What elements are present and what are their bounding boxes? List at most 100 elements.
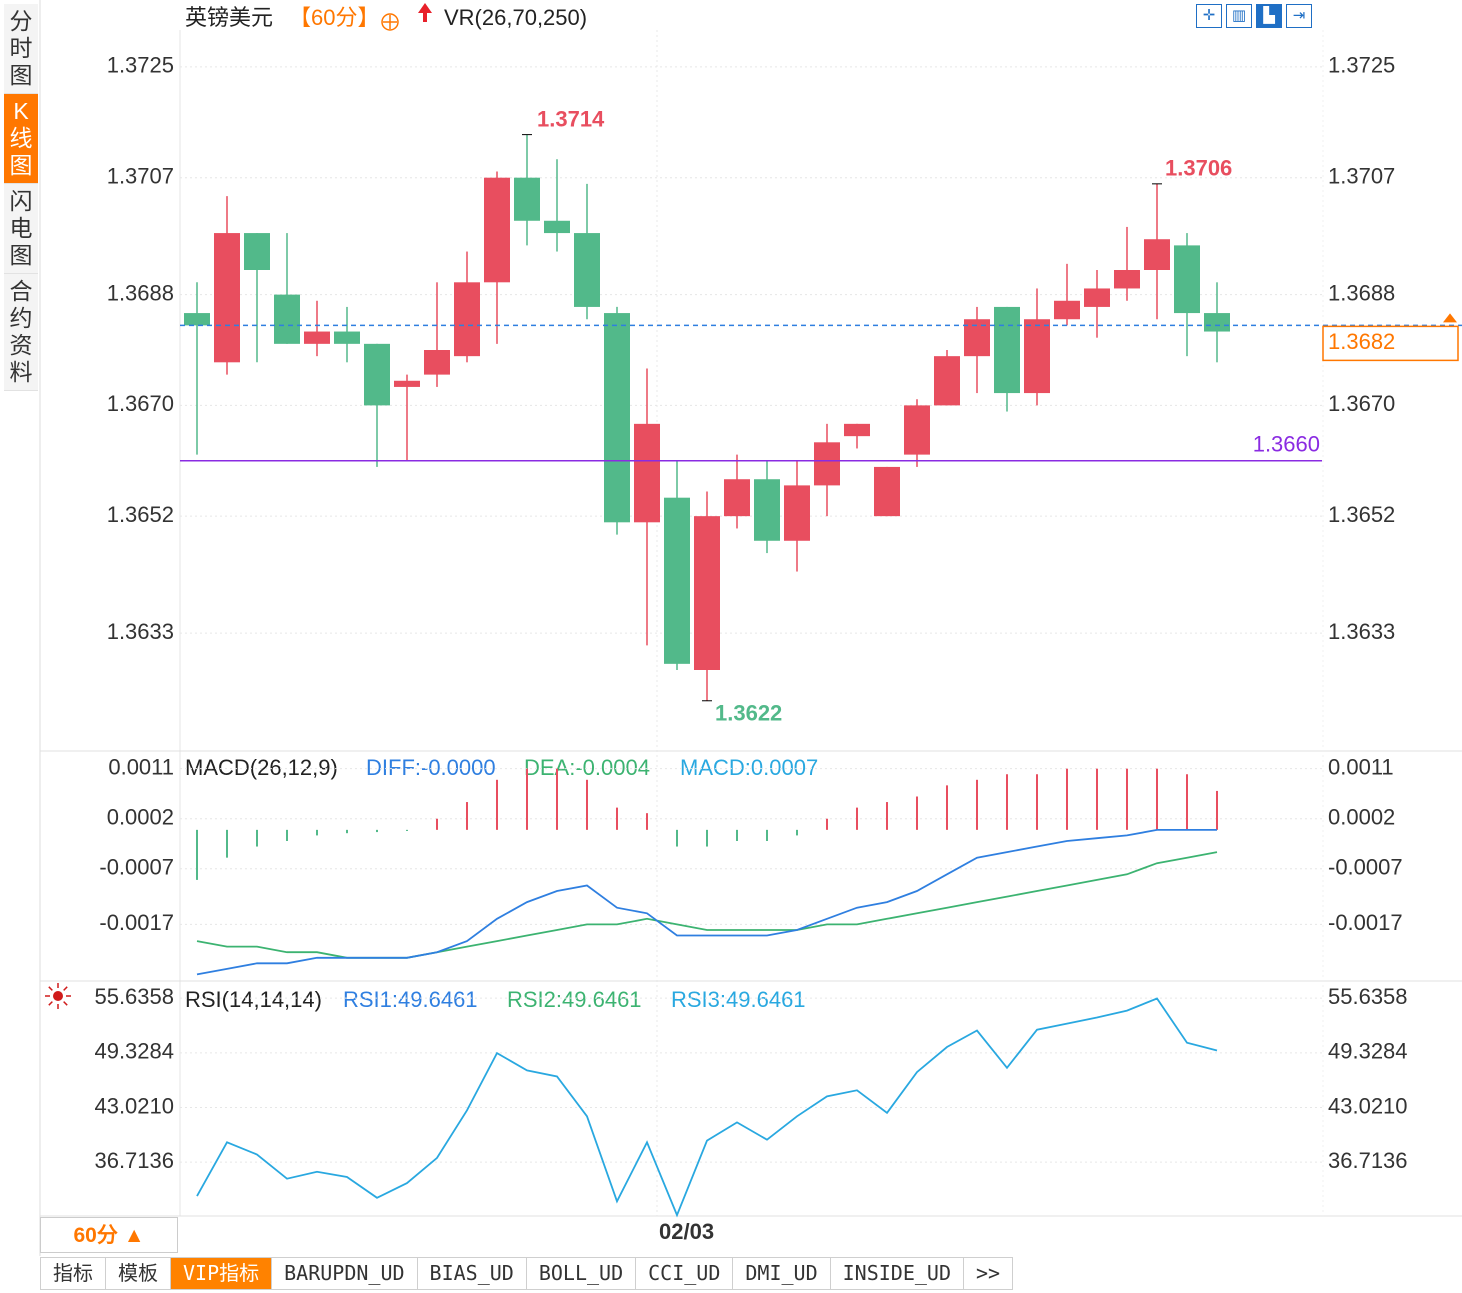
macd-label: MACD(26,12,9) — [185, 755, 338, 780]
macd-y-tick-right: 0.0002 — [1328, 805, 1395, 830]
tab-barupdn[interactable]: BARUPDN_UD — [272, 1257, 418, 1290]
candle — [994, 306, 1020, 412]
candle-body — [724, 479, 750, 517]
tab-inside[interactable]: INSIDE_UD — [830, 1257, 965, 1290]
candle-body — [574, 233, 600, 307]
candle — [514, 134, 540, 246]
candle-body — [874, 466, 900, 517]
candle-body — [784, 485, 810, 541]
candle — [304, 300, 330, 357]
candle — [604, 306, 630, 535]
candle-body — [1024, 319, 1050, 394]
candle-body — [1174, 245, 1200, 314]
header-symbol: 英镑美元 — [185, 5, 273, 30]
candle-body — [844, 423, 870, 437]
candle-body — [694, 516, 720, 670]
candle — [394, 374, 420, 461]
crosshair-icon[interactable]: ✛ — [1196, 4, 1222, 28]
add-indicator-icon — [381, 13, 399, 31]
tab-flash[interactable]: 闪电图 — [4, 184, 38, 274]
main-y-tick-left: 1.3725 — [107, 53, 174, 78]
sun-icon-ray — [48, 986, 53, 991]
high2-label: 1.3706 — [1165, 156, 1232, 181]
rsi-y-tick-left: 55.6358 — [94, 984, 174, 1009]
tab-contract-info[interactable]: 合约资料 — [4, 274, 38, 391]
rsi-y-tick-right: 43.0210 — [1328, 1093, 1408, 1118]
tab-vip-indicator[interactable]: VIP指标 — [171, 1257, 273, 1290]
tab-indicator[interactable]: 指标 — [40, 1257, 106, 1290]
candle — [214, 196, 240, 375]
macd-y-tick-left: -0.0017 — [99, 910, 174, 935]
macd-dea-label: DEA:-0.0004 — [524, 755, 650, 780]
rsi2-label: RSI2:49.6461 — [507, 987, 642, 1012]
candle — [844, 423, 870, 449]
indicator-tab-bar: 指标 模板 VIP指标 BARUPDN_UD BIAS_UD BOLL_UD C… — [40, 1257, 1014, 1290]
candle — [454, 251, 480, 363]
main-y-tick-right: 1.3688 — [1328, 280, 1395, 305]
tab-template[interactable]: 模板 — [106, 1257, 171, 1290]
candle — [274, 233, 300, 344]
candle-body — [934, 356, 960, 406]
main-y-tick-right: 1.3725 — [1328, 53, 1395, 78]
chart-toolbar: ✛ ▥ ▙ ⇥ — [1196, 4, 1312, 28]
rsi-y-tick-right: 36.7136 — [1328, 1148, 1408, 1173]
tab-boll[interactable]: BOLL_UD — [526, 1257, 637, 1290]
tab-timeshare[interactable]: 分时图 — [4, 4, 38, 94]
macd-y-tick-left: -0.0007 — [99, 855, 174, 880]
candle-body — [814, 442, 840, 486]
diff-line — [196, 829, 1217, 976]
candle — [244, 233, 270, 363]
tab-more[interactable]: >> — [964, 1257, 1014, 1290]
main-y-tick-left: 1.3707 — [107, 164, 174, 189]
main-y-tick-right: 1.3670 — [1328, 391, 1395, 416]
price-alert-icon — [1443, 313, 1457, 323]
candle — [934, 350, 960, 406]
candle-body — [1054, 300, 1080, 320]
candle — [574, 183, 600, 320]
candle-body — [334, 331, 360, 344]
arrow-right-icon[interactable]: ⇥ — [1286, 4, 1312, 28]
candle-body — [514, 177, 540, 221]
macd-y-tick-left: 0.0002 — [107, 805, 174, 830]
period-selector[interactable]: 60分 ▲ — [40, 1217, 178, 1253]
candle-body — [664, 497, 690, 664]
sun-icon-ray — [48, 1001, 53, 1006]
tab-bias[interactable]: BIAS_UD — [417, 1257, 527, 1290]
candle-body — [754, 479, 780, 541]
main-y-tick-left: 1.3652 — [107, 502, 174, 527]
bar-chart-filled-icon[interactable]: ▙ — [1256, 4, 1282, 28]
rsi-y-tick-left: 49.3284 — [94, 1039, 174, 1064]
candle — [694, 491, 720, 701]
candle-body — [304, 331, 330, 344]
high-label: 1.3714 — [537, 106, 605, 131]
macd-y-tick-right: 0.0011 — [1328, 754, 1394, 779]
candle — [784, 460, 810, 572]
rsi3-label: RSI3:49.6461 — [671, 987, 806, 1012]
candle — [484, 171, 510, 344]
candle — [1144, 183, 1170, 320]
tab-cci[interactable]: CCI_UD — [636, 1257, 734, 1290]
candle — [874, 466, 900, 517]
tab-kline[interactable]: K线图 — [4, 94, 38, 184]
candle — [904, 399, 930, 467]
rsi-y-tick-right: 49.3284 — [1328, 1039, 1408, 1064]
candle — [664, 460, 690, 670]
candle — [964, 306, 990, 394]
candle — [364, 343, 390, 467]
candle-body — [1204, 313, 1230, 332]
rsi-line — [196, 997, 1218, 1218]
macd-diff-label: DIFF:-0.0000 — [366, 755, 496, 780]
candle — [1084, 270, 1110, 338]
candle-body — [184, 313, 210, 326]
macd-y-tick-right: -0.0017 — [1328, 910, 1403, 935]
candle-body — [364, 343, 390, 406]
macd-macd-label: MACD:0.0007 — [680, 755, 818, 780]
sun-icon-ray — [63, 986, 68, 991]
bar-chart-icon[interactable]: ▥ — [1226, 4, 1252, 28]
tab-dmi[interactable]: DMI_UD — [733, 1257, 831, 1290]
candle — [544, 159, 570, 252]
main-y-tick-left: 1.3670 — [107, 391, 174, 416]
candle-body — [544, 220, 570, 234]
